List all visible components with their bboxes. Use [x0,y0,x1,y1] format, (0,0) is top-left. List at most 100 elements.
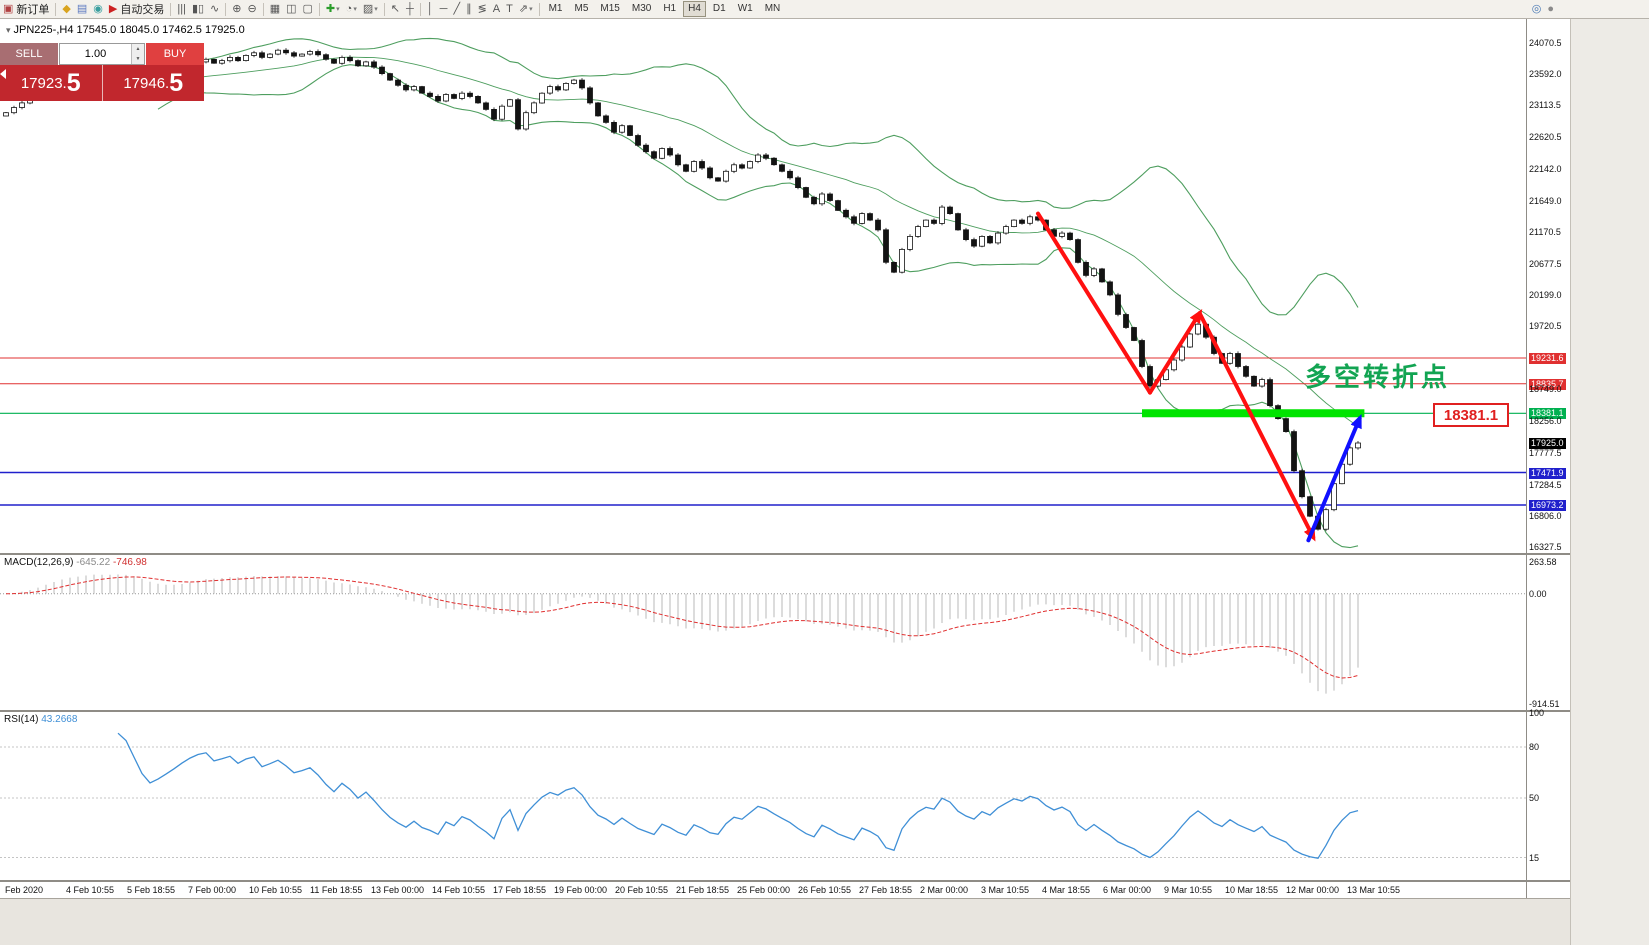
indicators-button[interactable]: ✚ ▾ [323,1,343,17]
arrows-icon: ⇗ [518,3,529,15]
axis-label: 24070.5 [1529,38,1562,48]
bar-chart-icon: ||| [177,3,186,15]
volume-up-button[interactable]: ▲ [132,44,144,54]
vline-icon: │ [426,3,434,15]
right-panel-strip [1570,19,1649,945]
time-axis[interactable]: Feb 2020 4 Feb 10:55 5 Feb 18:55 7 Feb 00:0… [0,882,1570,899]
timeframe-d1[interactable]: D1 [712,3,726,14]
volume-box: ▲ ▼ [59,43,145,65]
pane-splitter-bottom[interactable] [0,880,1570,882]
toolbar: ▣ 新订单 ◆ ▤ ◉ ▶ 自动交易 ||| ▮▯ ∿ ⊕ ⊖ ▦ ◫ ▢ ✚ ▾ ◔ ▾ ▨ ▾ ↖ ┼ │ ─ ╱ ∥ ≶ A T ⇗ ▾… [0,0,1649,19]
channel-button[interactable]: ∥ [463,1,475,17]
vline-button[interactable]: │ [424,1,437,17]
axis-label: 18835.7 [1529,379,1566,390]
templates-button[interactable]: ▨ ▾ [360,1,381,17]
timeframe-m30[interactable]: M30 [631,3,652,14]
time-axis-label: 21 Feb 18:55 [676,885,730,895]
crosshair-button[interactable]: ┼ [403,1,417,17]
timeframe-m15[interactable]: M15 [600,3,620,14]
preview-button[interactable]: ◉ [90,1,106,17]
timeframe-h1[interactable]: H1 [663,3,677,14]
bar-chart-button[interactable]: ||| [174,1,189,17]
buy-price-button[interactable]: 17946. 5 [103,65,205,101]
macd-axis[interactable]: 263.58 0.00 -914.51 [1528,555,1572,710]
line-chart-button[interactable]: ∿ [207,1,222,17]
community-button[interactable]: ● [1544,1,1557,17]
volume-spinner: ▲ ▼ [131,44,144,64]
pane-splitter-rsi[interactable] [0,710,1570,712]
volume-input[interactable] [60,48,131,60]
hline-button[interactable]: ─ [437,1,451,17]
axis-label: 263.58 [1529,557,1557,567]
arrows-button[interactable]: ⇗ ▾ [516,1,536,17]
turning-point-annotation: 多空转折点 [1305,362,1451,392]
axis-label: 15 [1529,853,1540,863]
chevron-down-icon: ▾ [529,6,533,13]
time-axis-label: 2 Mar 00:00 [920,885,969,895]
rsi-value: 43.2668 [41,714,78,725]
zoom-out-button[interactable]: ⊖ [244,1,259,17]
text-button[interactable]: A [490,1,503,17]
text-icon: A [492,3,501,15]
print-button[interactable]: ▤ [74,1,90,17]
time-axis-label: 10 Feb 10:55 [249,885,303,895]
pane-splitter-macd[interactable] [0,553,1570,555]
search-button[interactable]: ◎ [1529,1,1545,17]
candlestick-icon: ▮▯ [191,3,205,15]
candlestick-button[interactable]: ▮▯ [189,1,207,17]
panel-collapse-button[interactable] [0,69,6,79]
cascade-windows-button[interactable]: ◫ [283,1,299,17]
time-axis-label: 3 Mar 10:55 [981,885,1030,895]
community-icon: ● [1547,3,1554,15]
fibonacci-button[interactable]: ≶ [475,1,490,17]
macd-pane[interactable] [0,555,1526,710]
toolbar-separator [262,2,264,16]
rsi-axis[interactable]: 100 80 50 15 [1528,708,1572,880]
tile-windows-button[interactable]: ▦ [267,1,283,17]
zoom-in-button[interactable]: ⊕ [229,1,244,17]
rsi-pane[interactable] [0,712,1526,880]
zoom-out-icon: ⊖ [247,3,257,15]
time-axis-label: 9 Mar 10:55 [1164,885,1213,895]
timeframe-m5[interactable]: M5 [574,3,589,14]
sell-button[interactable]: SELL [0,43,59,65]
cursor-icon: ↖ [390,3,400,15]
timeframe-m1[interactable]: M1 [548,3,563,14]
cursor-button[interactable]: ↖ [388,1,403,17]
indicators-icon: ✚ [325,3,336,15]
axis-label: 21649.0 [1529,196,1562,206]
axis-label: 19720.5 [1529,321,1562,331]
axis-label: 20199.0 [1529,290,1562,300]
periods-button[interactable]: ◔ ▾ [343,1,360,17]
timeframe-h4[interactable]: H4 [683,1,706,17]
sell-price-button[interactable]: 17923. 5 [0,65,102,101]
time-axis-label: 5 Feb 18:55 [127,885,176,895]
macd-name: MACD(12,26,9) [4,557,74,568]
toolbar-buttons: ▣ 新订单 ◆ ▤ ◉ ▶ 自动交易 ||| ▮▯ ∿ ⊕ ⊖ ▦ ◫ ▢ ✚ ▾ ◔ ▾ ▨ ▾ ↖ ┼ │ ─ ╱ ∥ ≶ A T ⇗ ▾ [0,0,543,18]
new-order-button-label: 新订单 [16,4,50,16]
autotrade-button[interactable]: ▶ 自动交易 [106,1,167,17]
label-button[interactable]: T [503,1,516,17]
chart-icon: ▾ [6,25,11,35]
timeframe-w1[interactable]: W1 [737,3,753,14]
time-axis-label: 20 Feb 10:55 [615,885,669,895]
profiles-button[interactable]: ◆ [59,1,73,17]
time-axis-label: 4 Mar 18:55 [1042,885,1091,895]
new-order-button[interactable]: ▣ 新订单 [0,1,52,17]
volume-down-button[interactable]: ▼ [132,54,144,64]
axis-label: 18381.1 [1529,408,1566,419]
chevron-down-icon: ▾ [353,6,357,13]
axis-label: 17777.5 [1529,448,1562,458]
axis-label: 80 [1529,742,1540,752]
price-axis[interactable]: 24070.5 23592.0 23113.5 22620.5 22142.0 21649… [1528,19,1572,553]
time-axis-label: 14 Feb 10:55 [432,885,486,895]
buy-button[interactable]: BUY [145,43,204,65]
time-axis-label: 26 Feb 10:55 [798,885,852,895]
axis-label: 19231.6 [1529,353,1566,364]
chevron-down-icon: ▾ [374,6,378,13]
arrange-windows-button[interactable]: ▢ [300,1,316,17]
trendline-button[interactable]: ╱ [450,1,463,17]
price-chart-pane[interactable] [0,19,1526,553]
timeframe-mn[interactable]: MN [764,3,781,14]
